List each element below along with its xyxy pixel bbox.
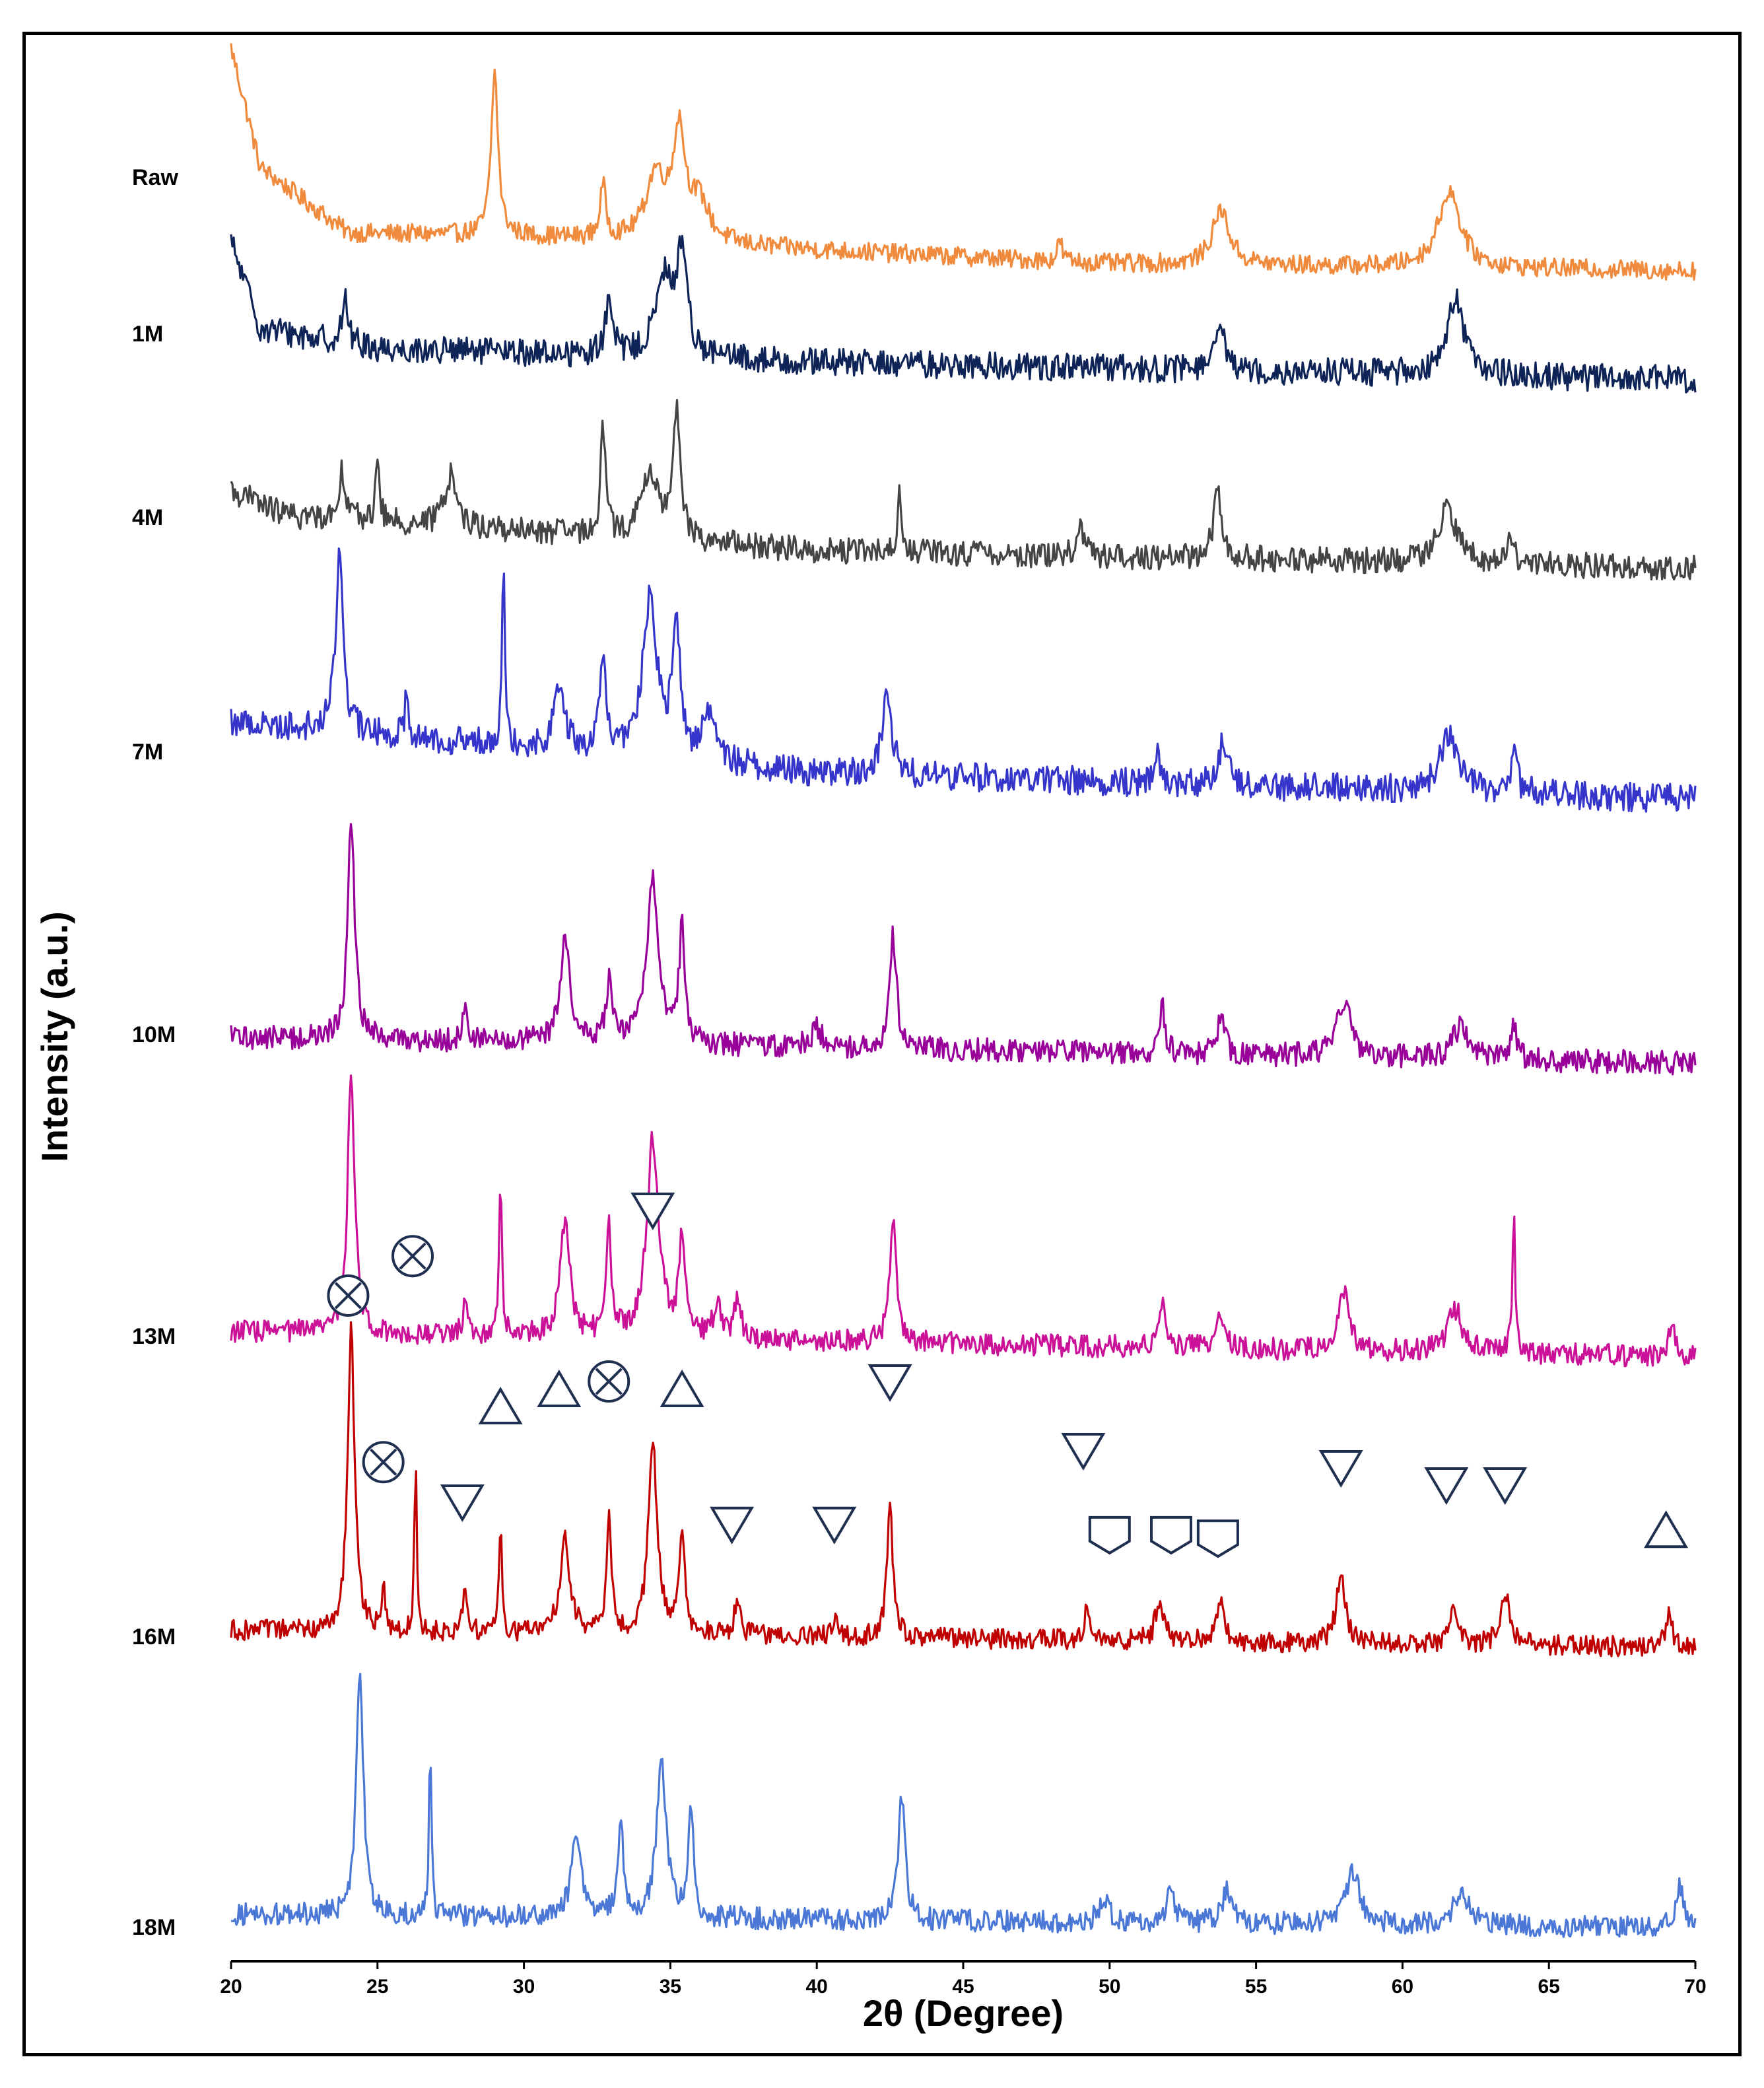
phase-marker-pentagon-15 — [1196, 1519, 1239, 1558]
y-axis-title: Intensity (a.u.) — [34, 911, 75, 1162]
phase-marker-up-triangle-5 — [537, 1370, 582, 1407]
series-label-16m: 16M — [132, 1624, 176, 1650]
series-line-7m — [230, 547, 1697, 813]
x-tick-label-25: 25 — [366, 1976, 388, 1998]
series-line-10m — [230, 823, 1697, 1076]
x-axis: 20 25 30 35 40 45 50 55 60 65 70 — [220, 1960, 1707, 1998]
phase-marker-down-triangle-18 — [1483, 1467, 1528, 1505]
series-labels-layer: Raw 1M 4M 7M 10M 13M 16M 18M — [132, 165, 178, 1940]
phase-marker-up-triangle-8 — [660, 1370, 704, 1407]
x-axis-title: 2θ (Degree) — [863, 1992, 1064, 2034]
phase-marker-down-triangle-3 — [440, 1484, 485, 1522]
x-tick-label-40: 40 — [806, 1976, 828, 1998]
series-line-16m — [230, 1321, 1697, 1657]
series-line-4m — [230, 399, 1697, 581]
series-label-7m: 7M — [132, 740, 163, 765]
phase-marker-down-triangle-17 — [1424, 1467, 1469, 1505]
series-line-1m — [230, 234, 1697, 394]
phase-marker-up-triangle-4 — [478, 1387, 523, 1424]
phase-marker-down-triangle-7 — [630, 1193, 675, 1230]
series-line-18m — [230, 1673, 1697, 1938]
phase-marker-down-triangle-11 — [867, 1364, 912, 1402]
series-line-raw — [230, 43, 1697, 281]
x-tick-label-45: 45 — [952, 1976, 974, 1998]
phase-marker-crossed-circle-0 — [327, 1274, 370, 1317]
x-tick-label-35: 35 — [660, 1976, 681, 1998]
x-tick-label-20: 20 — [220, 1976, 242, 1998]
phase-marker-crossed-circle-6 — [588, 1360, 630, 1403]
traces-layer — [230, 43, 1697, 1938]
phase-marker-pentagon-13 — [1088, 1515, 1131, 1555]
series-label-1m: 1M — [132, 322, 163, 347]
markers-layer — [327, 1193, 1689, 1558]
phase-marker-down-triangle-10 — [812, 1506, 857, 1545]
x-tick-label-70: 70 — [1684, 1976, 1706, 1998]
phase-marker-crossed-circle-1 — [362, 1441, 405, 1484]
series-label-18m: 18M — [132, 1915, 176, 1940]
x-tick-label-65: 65 — [1538, 1976, 1560, 1998]
series-label-4m: 4M — [132, 505, 163, 530]
x-tick-label-30: 30 — [513, 1976, 535, 1998]
phase-marker-crossed-circle-2 — [391, 1235, 434, 1278]
phase-marker-down-triangle-12 — [1061, 1433, 1106, 1471]
series-label-10m: 10M — [132, 1022, 176, 1047]
x-tick-label-50: 50 — [1099, 1976, 1120, 1998]
x-tick-label-55: 55 — [1245, 1976, 1267, 1998]
x-tick-label-60: 60 — [1392, 1976, 1413, 1998]
phase-marker-down-triangle-16 — [1318, 1450, 1363, 1488]
phase-marker-down-triangle-9 — [710, 1506, 755, 1545]
series-label-raw: Raw — [132, 165, 178, 190]
series-label-13m: 13M — [132, 1324, 176, 1349]
phase-marker-up-triangle-19 — [1644, 1510, 1689, 1549]
series-line-13m — [230, 1074, 1697, 1368]
phase-marker-pentagon-14 — [1150, 1515, 1192, 1555]
